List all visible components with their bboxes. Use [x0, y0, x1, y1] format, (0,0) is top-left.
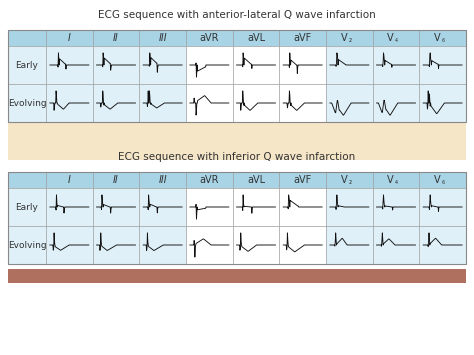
- Text: V: V: [387, 33, 394, 43]
- Bar: [139, 30, 186, 46]
- Text: ₆: ₆: [442, 35, 445, 44]
- Text: V: V: [387, 175, 394, 185]
- Bar: [92, 172, 139, 188]
- Bar: [92, 30, 139, 46]
- Bar: [233, 84, 279, 122]
- Bar: [373, 172, 419, 188]
- Bar: [8, 172, 46, 188]
- Bar: [8, 30, 466, 122]
- Bar: [8, 30, 46, 46]
- Bar: [233, 172, 279, 188]
- Bar: [326, 172, 373, 188]
- Bar: [373, 84, 419, 122]
- Bar: [139, 188, 186, 226]
- Bar: [186, 188, 233, 226]
- Bar: [419, 188, 466, 226]
- Text: aVL: aVL: [247, 33, 265, 43]
- Bar: [8, 269, 466, 283]
- Bar: [186, 46, 233, 84]
- Bar: [46, 226, 92, 264]
- Bar: [373, 188, 419, 226]
- Bar: [186, 84, 233, 122]
- Bar: [92, 226, 139, 264]
- Bar: [8, 226, 46, 264]
- Bar: [373, 30, 419, 46]
- Text: V: V: [341, 175, 347, 185]
- Text: I: I: [68, 175, 71, 185]
- Text: Evolving: Evolving: [8, 98, 46, 108]
- Bar: [326, 226, 373, 264]
- Text: aVL: aVL: [247, 175, 265, 185]
- Text: ECG sequence with inferior Q wave infarction: ECG sequence with inferior Q wave infarc…: [118, 152, 356, 162]
- Bar: [139, 226, 186, 264]
- Bar: [373, 226, 419, 264]
- Bar: [233, 30, 279, 46]
- Bar: [46, 188, 92, 226]
- Text: ₂: ₂: [348, 35, 351, 44]
- Text: ₆: ₆: [442, 177, 445, 186]
- Bar: [373, 46, 419, 84]
- Bar: [139, 172, 186, 188]
- Bar: [419, 172, 466, 188]
- Text: II: II: [113, 175, 119, 185]
- Text: V: V: [434, 33, 441, 43]
- Bar: [92, 84, 139, 122]
- Bar: [326, 30, 373, 46]
- Text: ₄: ₄: [395, 177, 398, 186]
- Text: ₂: ₂: [348, 177, 351, 186]
- Text: Evolving: Evolving: [8, 240, 46, 250]
- Bar: [419, 226, 466, 264]
- Bar: [46, 30, 92, 46]
- Bar: [233, 188, 279, 226]
- Bar: [279, 188, 326, 226]
- Bar: [8, 46, 46, 84]
- Text: Early: Early: [16, 60, 38, 70]
- Bar: [92, 46, 139, 84]
- Bar: [186, 226, 233, 264]
- Bar: [186, 172, 233, 188]
- Bar: [279, 226, 326, 264]
- Bar: [326, 46, 373, 84]
- Bar: [279, 172, 326, 188]
- Bar: [326, 84, 373, 122]
- Text: III: III: [158, 33, 167, 43]
- Text: ECG sequence with anterior-lateral Q wave infarction: ECG sequence with anterior-lateral Q wav…: [98, 10, 376, 20]
- Text: II: II: [113, 33, 119, 43]
- Bar: [139, 84, 186, 122]
- Text: V: V: [434, 175, 441, 185]
- Bar: [46, 84, 92, 122]
- Bar: [8, 188, 46, 226]
- Bar: [233, 46, 279, 84]
- Bar: [92, 188, 139, 226]
- Bar: [8, 172, 466, 264]
- Bar: [46, 172, 92, 188]
- Bar: [233, 226, 279, 264]
- Text: V: V: [341, 33, 347, 43]
- Text: I: I: [68, 33, 71, 43]
- Bar: [419, 46, 466, 84]
- Bar: [419, 30, 466, 46]
- Bar: [8, 84, 46, 122]
- Bar: [326, 188, 373, 226]
- Bar: [279, 30, 326, 46]
- Text: III: III: [158, 175, 167, 185]
- Bar: [279, 84, 326, 122]
- Bar: [419, 84, 466, 122]
- Text: aVF: aVF: [293, 175, 312, 185]
- Bar: [279, 46, 326, 84]
- Bar: [8, 122, 466, 160]
- Bar: [139, 46, 186, 84]
- Bar: [186, 30, 233, 46]
- Text: aVR: aVR: [200, 175, 219, 185]
- Bar: [46, 46, 92, 84]
- Text: aVF: aVF: [293, 33, 312, 43]
- Text: Early: Early: [16, 202, 38, 212]
- Text: ₄: ₄: [395, 35, 398, 44]
- Text: aVR: aVR: [200, 33, 219, 43]
